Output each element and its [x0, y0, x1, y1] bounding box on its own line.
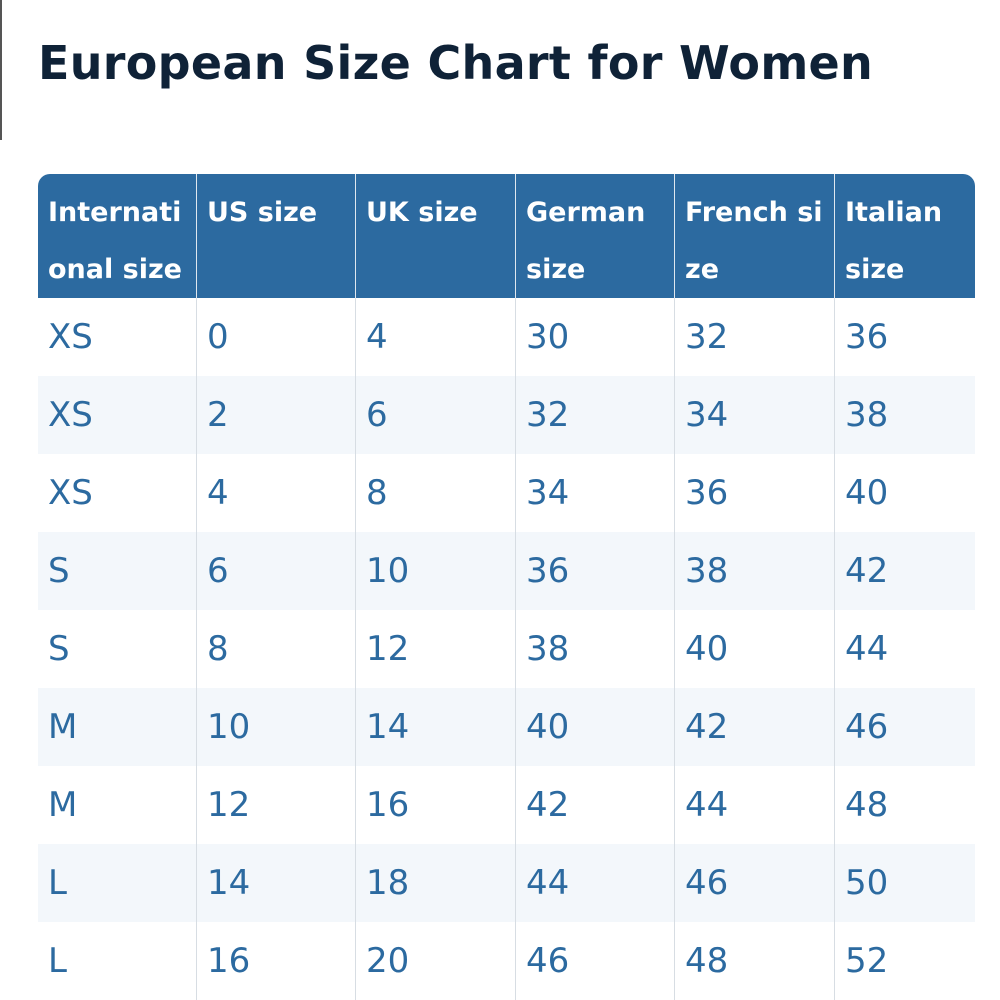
- cell-international-size: XS: [38, 376, 196, 454]
- cell-us-size: 10: [196, 688, 355, 766]
- cell-german-size: 40: [515, 688, 674, 766]
- table-header: International size US size UK size Germa…: [38, 174, 975, 298]
- cell-italian-size: 46: [834, 688, 975, 766]
- cell-international-size: L: [38, 844, 196, 922]
- cell-french-size: 38: [674, 532, 834, 610]
- cell-french-size: 32: [674, 298, 834, 376]
- cell-french-size: 40: [674, 610, 834, 688]
- cell-uk-size: 10: [355, 532, 515, 610]
- cell-italian-size: 36: [834, 298, 975, 376]
- cell-german-size: 42: [515, 766, 674, 844]
- cell-italian-size: 44: [834, 610, 975, 688]
- cell-international-size: S: [38, 610, 196, 688]
- header-french-size: French size: [674, 174, 834, 298]
- cell-german-size: 34: [515, 454, 674, 532]
- cell-italian-size: 50: [834, 844, 975, 922]
- table-body: XS 0 4 30 32 36 XS 2 6 32 34 38 XS 4 8 34 36 40 S 6 10 36 38 42…: [38, 298, 975, 1000]
- cell-international-size: XS: [38, 298, 196, 376]
- table-row: XS 2 6 32 34 38: [38, 376, 975, 454]
- cell-italian-size: 38: [834, 376, 975, 454]
- header-international-size: International size: [38, 174, 196, 298]
- header-uk-size: UK size: [355, 174, 515, 298]
- cell-french-size: 48: [674, 922, 834, 1000]
- cell-french-size: 44: [674, 766, 834, 844]
- cell-uk-size: 6: [355, 376, 515, 454]
- cell-uk-size: 16: [355, 766, 515, 844]
- cell-uk-size: 8: [355, 454, 515, 532]
- table-row: L 14 18 44 46 50: [38, 844, 975, 922]
- table-row: S 6 10 36 38 42: [38, 532, 975, 610]
- cell-german-size: 32: [515, 376, 674, 454]
- cell-german-size: 44: [515, 844, 674, 922]
- table-row: M 10 14 40 42 46: [38, 688, 975, 766]
- cell-uk-size: 12: [355, 610, 515, 688]
- table-row: M 12 16 42 44 48: [38, 766, 975, 844]
- cell-us-size: 0: [196, 298, 355, 376]
- cell-italian-size: 42: [834, 532, 975, 610]
- cell-international-size: S: [38, 532, 196, 610]
- cell-international-size: L: [38, 922, 196, 1000]
- cell-us-size: 6: [196, 532, 355, 610]
- cell-french-size: 36: [674, 454, 834, 532]
- table-row: L 16 20 46 48 52: [38, 922, 975, 1000]
- cell-german-size: 38: [515, 610, 674, 688]
- cell-international-size: M: [38, 688, 196, 766]
- cell-us-size: 4: [196, 454, 355, 532]
- cell-uk-size: 4: [355, 298, 515, 376]
- cell-italian-size: 40: [834, 454, 975, 532]
- cell-german-size: 36: [515, 532, 674, 610]
- cell-us-size: 8: [196, 610, 355, 688]
- cell-french-size: 46: [674, 844, 834, 922]
- header-us-size: US size: [196, 174, 355, 298]
- cell-german-size: 30: [515, 298, 674, 376]
- page-title: European Size Chart for Women: [38, 36, 874, 90]
- header-row: International size US size UK size Germa…: [38, 174, 975, 298]
- cell-us-size: 16: [196, 922, 355, 1000]
- page-left-edge: [0, 0, 2, 140]
- cell-italian-size: 48: [834, 766, 975, 844]
- table-row: XS 4 8 34 36 40: [38, 454, 975, 532]
- header-german-size: German size: [515, 174, 674, 298]
- cell-us-size: 2: [196, 376, 355, 454]
- cell-french-size: 34: [674, 376, 834, 454]
- cell-international-size: XS: [38, 454, 196, 532]
- size-chart-table: International size US size UK size Germa…: [38, 174, 975, 1000]
- header-italian-size: Italian size: [834, 174, 975, 298]
- table-row: XS 0 4 30 32 36: [38, 298, 975, 376]
- cell-uk-size: 18: [355, 844, 515, 922]
- cell-italian-size: 52: [834, 922, 975, 1000]
- cell-us-size: 12: [196, 766, 355, 844]
- cell-uk-size: 20: [355, 922, 515, 1000]
- cell-us-size: 14: [196, 844, 355, 922]
- cell-uk-size: 14: [355, 688, 515, 766]
- table-row: S 8 12 38 40 44: [38, 610, 975, 688]
- cell-french-size: 42: [674, 688, 834, 766]
- cell-german-size: 46: [515, 922, 674, 1000]
- cell-international-size: M: [38, 766, 196, 844]
